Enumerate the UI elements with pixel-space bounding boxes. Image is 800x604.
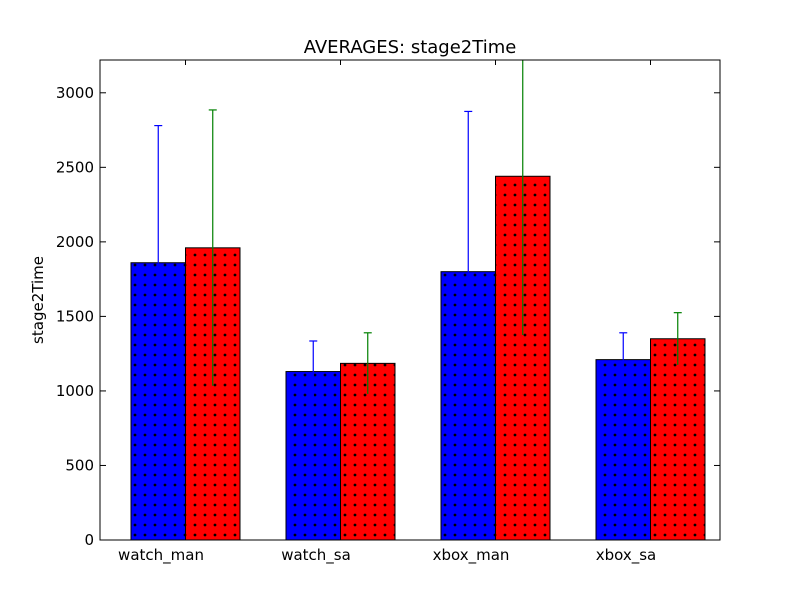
x-tick-label-watch_man: watch_man (118, 546, 204, 565)
bars-layer (130, 175, 706, 541)
x-tick-label-xbox_sa: xbox_sa (596, 546, 657, 565)
y-tick-label-2000: 2000 (56, 233, 94, 251)
y-tick-label-500: 500 (65, 456, 94, 474)
chart-title: AVERAGES: stage2Time (304, 37, 517, 58)
error-bars-layer (154, 60, 682, 432)
bar-xbox_sa-series2 (650, 338, 706, 541)
plot-area-frame (99, 59, 721, 541)
y-axis-ticks: 0 500 1000 1500 2000 2500 3000 (56, 84, 720, 549)
y-axis-label: stage2Time (29, 256, 47, 344)
x-axis-ticks: watch_man watch_sa xbox_man xbox_sa (118, 60, 656, 565)
x-tick-label-xbox_man: xbox_man (433, 546, 510, 565)
x-tick-label-watch_sa: watch_sa (281, 546, 351, 565)
y-tick-label-2500: 2500 (56, 158, 94, 176)
y-tick-label-1500: 1500 (56, 307, 94, 325)
y-tick-label-1000: 1000 (56, 382, 94, 400)
y-tick-label-3000: 3000 (56, 84, 94, 102)
y-tick-label-0: 0 (84, 531, 94, 549)
bar-xbox_sa-series1 (595, 359, 651, 541)
